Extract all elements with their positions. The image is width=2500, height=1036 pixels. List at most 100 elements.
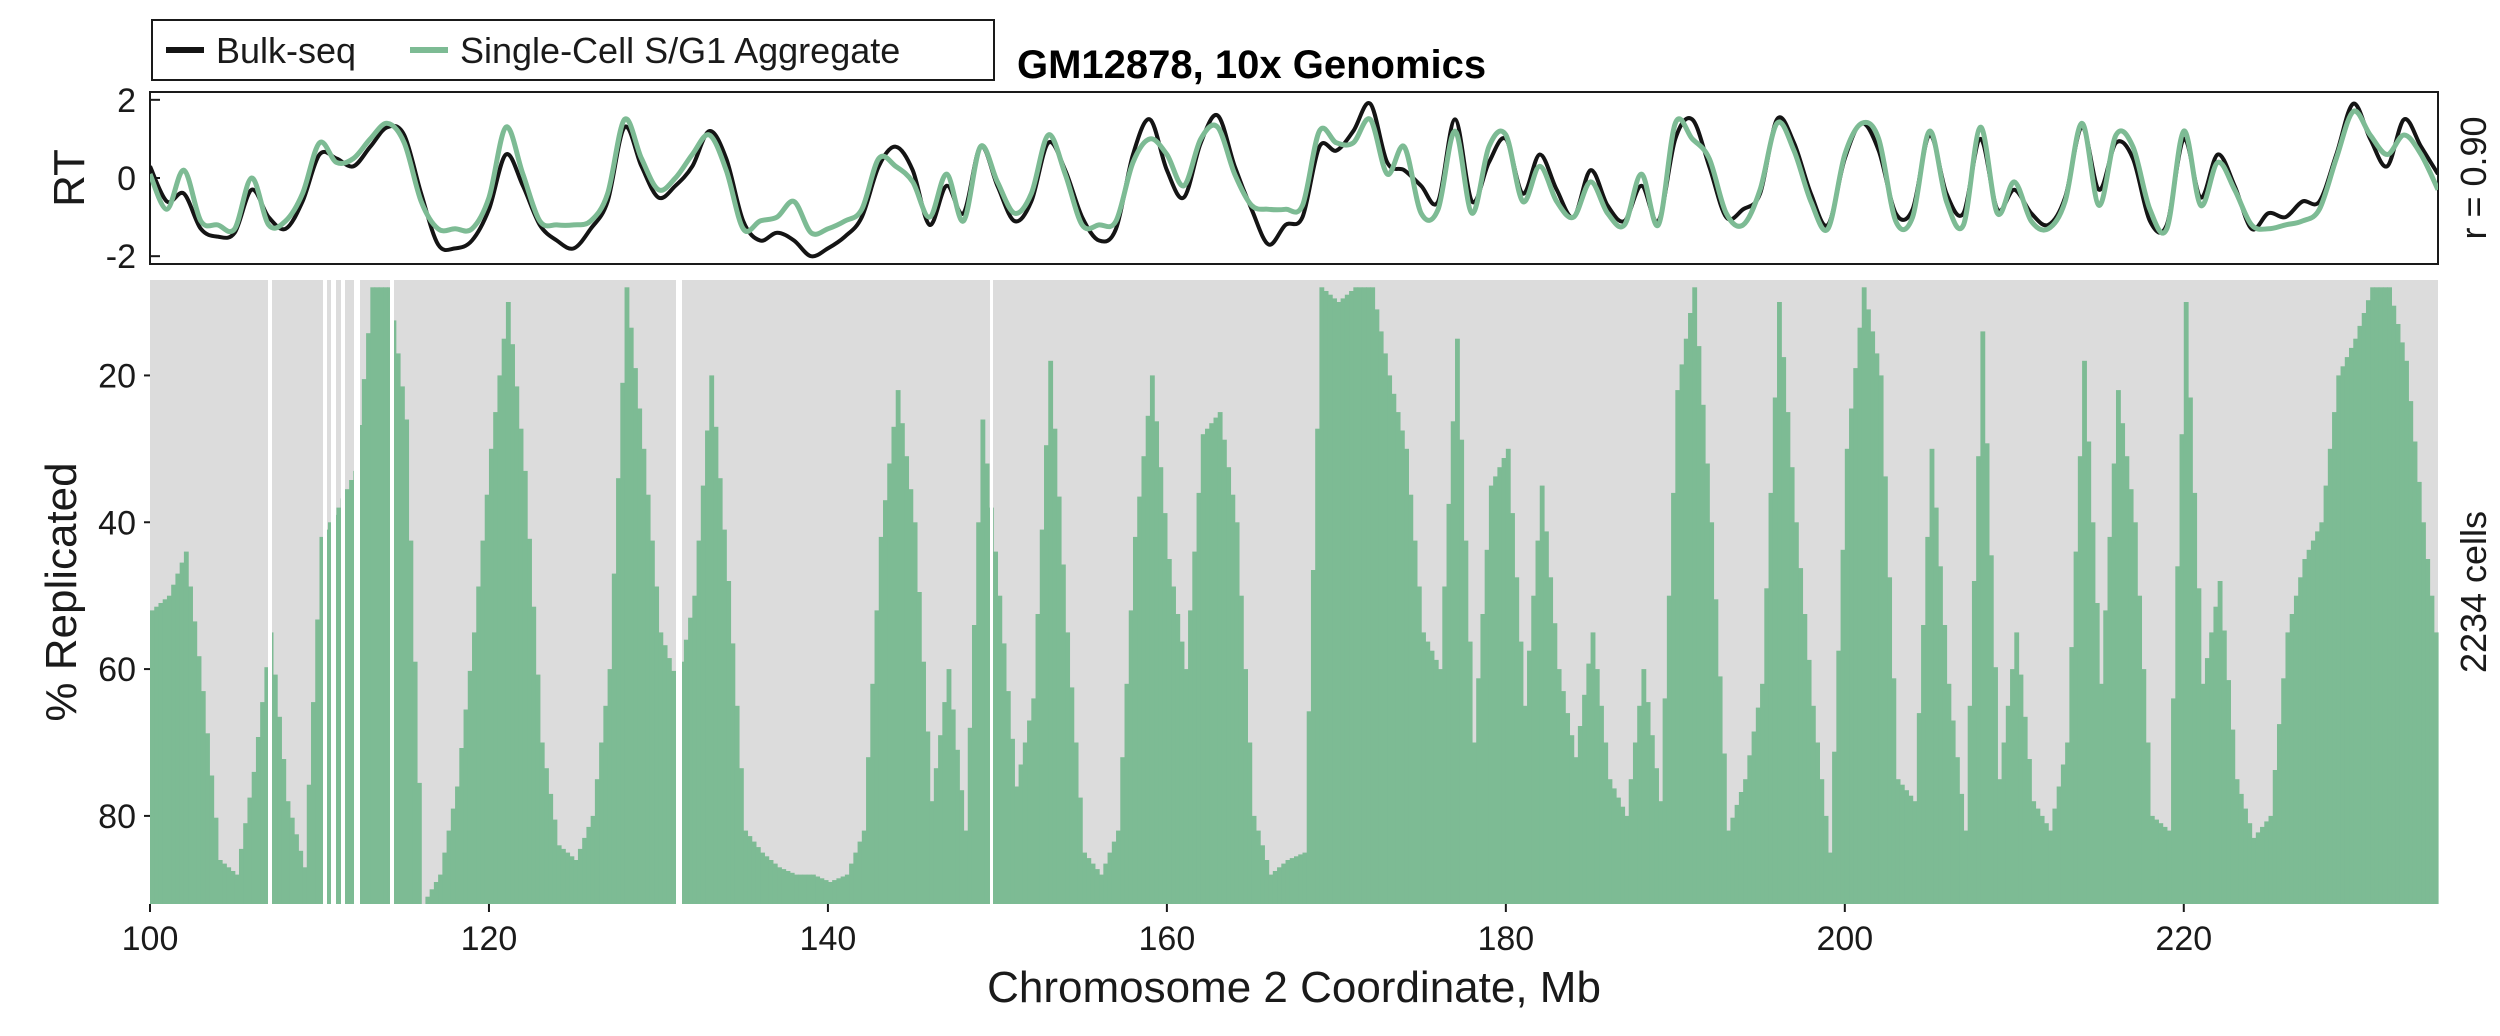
- heatmap-column: [539, 742, 545, 904]
- heatmap-column: [1404, 448, 1409, 904]
- heatmap-column: [569, 856, 575, 904]
- heatmap-column: [522, 470, 528, 904]
- heatmap-column: [2027, 759, 2032, 904]
- heatmap-column: [827, 882, 833, 904]
- heatmap-column: [2120, 423, 2126, 904]
- heatmap-column: [1518, 641, 1524, 904]
- heatmap-column: [1412, 540, 1418, 904]
- heatmap-column: [289, 817, 295, 904]
- heatmap-column: [1277, 867, 1282, 904]
- heatmap-column: [1887, 577, 1893, 904]
- heatmap-column: [230, 871, 236, 904]
- heatmap-column: [620, 382, 626, 904]
- heatmap-column: [1819, 779, 1825, 904]
- heatmap-column: [1522, 705, 1528, 904]
- heatmap-column: [870, 683, 876, 904]
- heatmap-column: [1260, 845, 1265, 904]
- heatmap-column: [1861, 287, 1867, 904]
- heatmap-column: [1527, 650, 1532, 904]
- heatmap-column: [2094, 603, 2100, 904]
- heatmap-column: [861, 830, 867, 904]
- heatmap-column: [705, 430, 710, 904]
- heatmap-column: [1840, 549, 1846, 904]
- heatmap-column: [2221, 630, 2227, 904]
- heatmap-column: [1556, 669, 1562, 904]
- heatmap-column: [2162, 826, 2168, 904]
- heatmap-column: [1349, 291, 1354, 904]
- heatmap-column: [730, 643, 736, 904]
- legend-box: [151, 19, 995, 81]
- heatmap-column: [463, 709, 469, 904]
- heatmap-column: [1641, 669, 1647, 904]
- heatmap-column: [1632, 742, 1638, 904]
- heatmap-column: [374, 287, 380, 904]
- heatmap-column: [671, 670, 676, 904]
- heatmap-column: [1743, 779, 1748, 904]
- heatmap-x-tick-label: 100: [122, 920, 179, 958]
- heatmap-column: [1789, 467, 1795, 904]
- heatmap-column: [1082, 852, 1087, 904]
- heatmap-column: [2145, 742, 2151, 904]
- heatmap-gap: [390, 280, 394, 904]
- heatmap-column: [866, 757, 871, 904]
- heatmap-column: [1849, 408, 1854, 904]
- heatmap-column: [1976, 456, 1981, 904]
- heatmap-column: [2260, 826, 2265, 904]
- heatmap-column: [1357, 287, 1363, 904]
- heatmap-column: [1878, 375, 1884, 904]
- heatmap-column: [1548, 577, 1554, 904]
- heatmap-column: [1628, 779, 1634, 904]
- heatmap-column: [1141, 456, 1147, 904]
- heatmap-column: [1751, 731, 1757, 904]
- heatmap-column: [565, 852, 571, 904]
- heatmap-column: [1471, 742, 1477, 904]
- heatmap-column: [908, 489, 914, 904]
- heatmap-column: [531, 606, 537, 904]
- heatmap-column: [404, 419, 410, 904]
- heatmap-column: [2179, 434, 2185, 904]
- heatmap-column: [709, 375, 715, 904]
- heatmap-column: [1031, 698, 1037, 904]
- heatmap-column: [1599, 705, 1604, 904]
- heatmap-column: [1802, 614, 1808, 904]
- heatmap-column: [1620, 806, 1626, 904]
- heatmap-column: [1649, 735, 1655, 904]
- heatmap-column: [692, 595, 698, 904]
- heatmap-y-axis-label: % Replicated: [37, 462, 86, 721]
- heatmap-column: [1832, 751, 1837, 904]
- heatmap-column: [1455, 338, 1460, 904]
- heatmap-column: [1853, 368, 1859, 905]
- heatmap-column: [1226, 467, 1232, 904]
- heatmap-column: [446, 830, 452, 904]
- heatmap-column: [2035, 808, 2041, 904]
- heatmap-column: [925, 731, 931, 904]
- heatmap-column: [853, 852, 859, 904]
- heatmap-column: [1938, 566, 1943, 904]
- heatmap-column: [1929, 448, 1935, 904]
- heatmap-column: [942, 702, 948, 904]
- heatmap-column: [387, 287, 393, 904]
- heatmap-column: [1179, 641, 1185, 904]
- heatmap-column: [616, 478, 621, 904]
- heatmap-column: [1946, 683, 1952, 904]
- heatmap-column: [1921, 625, 1926, 904]
- heatmap-column: [1154, 421, 1160, 904]
- heatmap-column: [1086, 858, 1092, 904]
- heatmap-column: [1209, 423, 1215, 904]
- heatmap-column: [1535, 540, 1541, 904]
- heatmap-column: [1069, 687, 1075, 904]
- heatmap-column: [1285, 860, 1291, 904]
- heatmap-column: [311, 702, 316, 904]
- heatmap-column: [1594, 669, 1600, 904]
- heatmap-y-tick-label: 20: [98, 357, 136, 395]
- heatmap-column: [891, 426, 897, 904]
- heatmap-column: [1734, 804, 1740, 904]
- heatmap-column: [2154, 819, 2159, 904]
- heatmap-column: [1124, 683, 1130, 904]
- heatmap-column: [1552, 623, 1558, 904]
- heatmap-column: [1654, 768, 1659, 904]
- heatmap-plot: 20 40 60 80 100 120 140 160 180 200 220 % Replica…: [37, 280, 2494, 1012]
- heatmap-column: [1158, 467, 1164, 904]
- heatmap-column: [552, 819, 558, 904]
- heatmap-column: [306, 784, 312, 904]
